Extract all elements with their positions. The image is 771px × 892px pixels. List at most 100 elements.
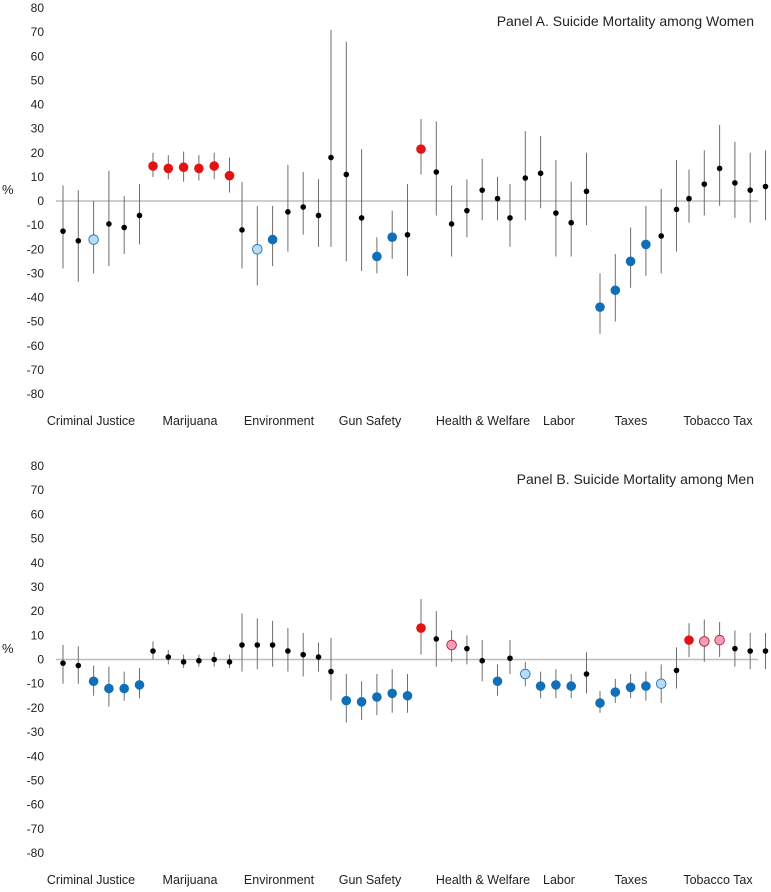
panel-a-estimate-point bbox=[553, 210, 559, 216]
panel-b-estimate-point bbox=[119, 683, 129, 694]
panel-a-estimate-point bbox=[121, 224, 127, 231]
panel-b-estimate-point bbox=[610, 687, 621, 697]
panel-b-estimate-point bbox=[433, 636, 440, 642]
panel-b-estimate-point bbox=[88, 676, 99, 687]
panel-a-category-label: Taxes bbox=[615, 414, 648, 428]
panel-b-y-tick-label: 30 bbox=[31, 580, 45, 594]
panel-b-category-label: Taxes bbox=[615, 873, 648, 887]
panel-b-estimate-point bbox=[60, 660, 66, 666]
panel-a-estimate-point bbox=[358, 215, 365, 221]
panel-a-category-label: Marijuana bbox=[163, 414, 218, 428]
panel-b-estimate-point bbox=[535, 681, 546, 691]
panel-a-estimate-point bbox=[404, 231, 411, 238]
panel-b-y-tick-label: -40 bbox=[27, 749, 45, 763]
panel-a-estimate-point bbox=[762, 183, 769, 190]
panel-b-estimate-point bbox=[211, 656, 217, 663]
panel-a-y-tick-label: -80 bbox=[27, 387, 45, 401]
panel-b-estimate-point bbox=[732, 645, 738, 652]
panel-a-y-axis-label: % bbox=[2, 182, 14, 197]
panel-a-y-tick-label: 30 bbox=[31, 122, 45, 136]
panel-a-y-tick-label: 0 bbox=[37, 194, 44, 208]
panel-a-estimate-point bbox=[163, 163, 174, 174]
panel-a-category-label: Health & Welfare bbox=[436, 414, 530, 428]
panel-a-estimate-point bbox=[343, 171, 350, 178]
panel-a-estimate-point bbox=[464, 207, 470, 214]
panel-b-y-tick-label: 20 bbox=[31, 604, 45, 618]
panel-a-y-tick-label: 60 bbox=[31, 49, 45, 63]
panel-b-estimate-point bbox=[134, 680, 145, 690]
panel-b-estimate-point bbox=[150, 648, 156, 654]
panel-a-estimate-point bbox=[315, 212, 322, 219]
panel-a-estimate-point bbox=[701, 181, 708, 187]
panel-b-estimate-point bbox=[655, 678, 667, 689]
panel-b-estimate-point bbox=[595, 698, 605, 708]
panel-a-estimate-point bbox=[88, 234, 99, 245]
panel-a-estimate-point bbox=[372, 251, 382, 262]
panel-a-title: Panel A. Suicide Mortality among Women bbox=[497, 13, 754, 29]
panel-b-estimate-point bbox=[300, 651, 307, 658]
panel-b-category-label: Marijuana bbox=[163, 873, 218, 887]
panel-b-estimate-point bbox=[239, 642, 245, 648]
panel-a-category-label: Tobacco Tax bbox=[683, 414, 753, 428]
panel-b-estimate-point bbox=[625, 682, 636, 693]
panel-b-estimate-point bbox=[479, 657, 486, 664]
panel-b-category-label: Criminal Justice bbox=[47, 873, 135, 887]
panel-a-estimate-point bbox=[209, 161, 219, 171]
panel-b-estimate-point bbox=[372, 692, 382, 702]
panel-a-y-tick-label: -60 bbox=[27, 339, 45, 353]
panel-b-category-label: Gun Safety bbox=[339, 873, 402, 887]
panel-a-estimate-point bbox=[641, 239, 651, 250]
panel-a-estimate-point bbox=[658, 233, 664, 239]
panel-b-estimate-point bbox=[566, 681, 576, 691]
panel-a-estimate-point bbox=[625, 256, 636, 267]
panel-b-estimate-point bbox=[446, 639, 457, 651]
panel-b-y-tick-label: 0 bbox=[37, 653, 44, 667]
panel-a-y-tick-label: 50 bbox=[31, 73, 45, 87]
panel-b-estimate-point bbox=[285, 648, 291, 654]
panel-b-y-axis-label: % bbox=[2, 641, 14, 656]
panel-b-y-tick-label: 40 bbox=[31, 556, 45, 570]
panel-a-y-tick-label: 70 bbox=[31, 25, 45, 39]
panel-b-estimate-point bbox=[165, 654, 172, 660]
panel-b-estimate-point bbox=[714, 634, 725, 646]
panel-a-y-tick-label: -40 bbox=[27, 291, 45, 305]
panel-b-estimate-point bbox=[328, 668, 334, 675]
panel-a-estimate-point bbox=[328, 154, 334, 161]
panel-b-estimate-point bbox=[684, 635, 694, 645]
panel-b-y-tick-label: -20 bbox=[27, 701, 45, 715]
panel-a-estimate-point bbox=[568, 219, 574, 226]
panel-b-estimate-point bbox=[520, 668, 531, 680]
panel-b-y-tick-label: 60 bbox=[31, 507, 45, 521]
panel-a-estimate-point bbox=[494, 195, 501, 202]
panel-a-estimate-point bbox=[448, 221, 455, 227]
panel-b-y-tick-label: 80 bbox=[31, 459, 45, 473]
panel-b-estimate-point bbox=[356, 697, 367, 707]
panel-a-estimate-point bbox=[267, 234, 278, 245]
panel-a-estimate-point bbox=[387, 232, 398, 242]
panel-b-y-tick-label: -60 bbox=[27, 798, 45, 812]
panel-b-estimate-point bbox=[641, 681, 651, 691]
panel-a-y-tick-label: -20 bbox=[27, 242, 45, 256]
panel-a-estimate-point bbox=[178, 162, 189, 173]
panel-a-y-tick-label: 20 bbox=[31, 146, 45, 160]
panel-b-estimate-point bbox=[341, 695, 352, 706]
panel-a-estimate-point bbox=[716, 165, 723, 172]
panel-a-category-label: Gun Safety bbox=[339, 414, 402, 428]
panel-a-estimate-point bbox=[239, 227, 245, 233]
panel-b-estimate-point bbox=[104, 683, 114, 694]
panel-a-estimate-point bbox=[673, 206, 680, 213]
panel-b-estimate-point bbox=[75, 662, 82, 669]
panel-b-estimate-point bbox=[551, 680, 561, 690]
panel-b-estimate-point bbox=[507, 655, 513, 662]
panel-a-estimate-point bbox=[75, 238, 82, 244]
panel-b-estimate-point bbox=[583, 671, 590, 677]
panel-b-y-tick-label: -70 bbox=[27, 822, 45, 836]
panel-b-category-label: Tobacco Tax bbox=[683, 873, 753, 887]
panel-b-estimate-point bbox=[269, 642, 276, 648]
panel-b-estimate-point bbox=[416, 623, 426, 633]
panel-a-estimate-point bbox=[595, 302, 605, 312]
panel-a-estimate-point bbox=[106, 221, 112, 227]
panel-a-estimate-point bbox=[60, 228, 66, 234]
panel-b-y-tick-label: 10 bbox=[31, 628, 45, 642]
